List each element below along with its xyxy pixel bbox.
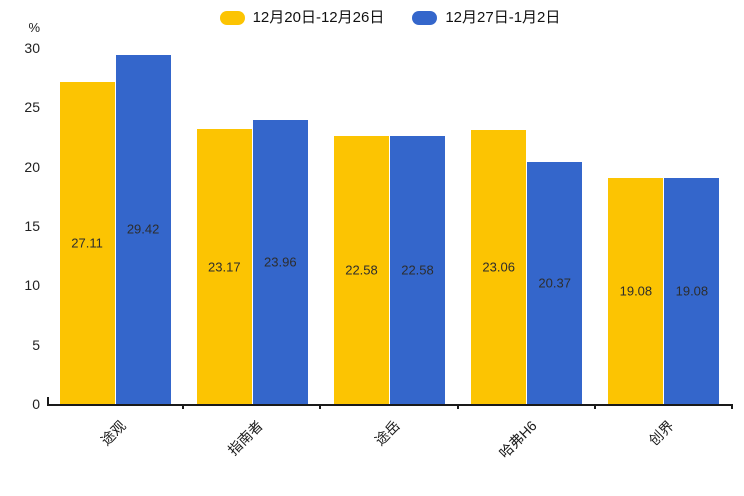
y-tick-label: 20 — [24, 158, 40, 175]
bar-series-1-创界[interactable]: 19.08 — [608, 177, 664, 404]
bar-series-1-途岳[interactable]: 22.58 — [334, 136, 389, 404]
bar-value-label: 23.06 — [482, 259, 515, 275]
legend-item-series-1[interactable]: 12月20日-12月26日 — [219, 7, 385, 29]
bar-value-label: 23.17 — [208, 259, 241, 275]
bar-value-label: 27.11 — [71, 235, 103, 251]
x-axis-line — [47, 404, 733, 406]
bar-group-哈弗H6: 23.06 20.37 — [471, 130, 583, 404]
legend-item-series-2[interactable]: 12月27日-1月2日 — [412, 7, 560, 29]
bar-value-label: 20.37 — [538, 275, 571, 291]
bar-value-label: 19.08 — [619, 283, 653, 299]
x-axis-tick — [594, 404, 596, 409]
bar-value-label: 19.08 — [675, 283, 709, 299]
y-axis-stub — [47, 397, 49, 406]
bar-value-label: 29.42 — [126, 221, 160, 237]
x-category-label: 途岳 — [371, 417, 403, 449]
x-axis-tick — [182, 404, 184, 409]
bar-value-label: 23.96 — [264, 254, 297, 270]
bar-series-2-途岳[interactable]: 22.58 — [390, 136, 445, 404]
bar-series-2-指南者[interactable]: 23.96 — [252, 119, 308, 404]
y-tick-label: 15 — [24, 218, 40, 234]
bar-series-2-途观[interactable]: 29.42 — [115, 54, 171, 404]
legend-label: 12月20日-12月26日 — [252, 9, 385, 26]
x-axis-labels: 途观 指南者 途岳 哈弗H6 创界 — [0, 410, 744, 496]
bar-series-1-途观[interactable]: 27.11 — [59, 82, 115, 404]
x-category-label: 哈弗H6 — [496, 417, 540, 462]
bar-value-label: 22.58 — [345, 262, 378, 278]
legend-label: 12月27日-1月2日 — [445, 9, 561, 26]
bar-group-途岳: 22.58 22.58 — [334, 136, 446, 404]
plot-area: 27.11 29.42 23.17 23.96 22.58 22.58 23.06 20.37… — [47, 48, 733, 409]
bar-series-2-创界[interactable]: 19.08 — [664, 177, 720, 404]
x-axis-tick — [457, 404, 459, 409]
bar-series-1-指南者[interactable]: 23.17 — [196, 129, 252, 404]
x-category-label: 创界 — [646, 417, 678, 449]
y-tick-label: 25 — [24, 99, 40, 116]
bar-group-指南者: 23.17 23.96 — [196, 119, 309, 404]
legend-swatch-icon — [412, 11, 438, 25]
y-tick-label: 0 — [32, 396, 40, 412]
legend: 12月20日-12月26日 12月27日-1月2日 — [47, 7, 733, 29]
bar-series-1-哈弗H6[interactable]: 23.06 — [471, 130, 527, 404]
bar-value-label: 22.58 — [401, 262, 434, 278]
y-tick-label: 10 — [24, 277, 40, 294]
x-axis-tick — [731, 404, 733, 409]
legend-swatch-icon — [219, 11, 245, 25]
bar-series-2-哈弗H6[interactable]: 20.37 — [527, 162, 583, 404]
y-axis-unit-label: % — [28, 20, 40, 35]
bar-group-创界: 19.08 19.08 — [608, 177, 720, 404]
x-axis-tick — [319, 404, 321, 409]
x-category-label: 途观 — [97, 417, 129, 449]
y-tick-label: 30 — [24, 40, 40, 56]
y-tick-label: 5 — [32, 336, 40, 353]
x-category-label: 指南者 — [224, 417, 266, 459]
bar-group-途观: 27.11 29.42 — [59, 54, 172, 404]
